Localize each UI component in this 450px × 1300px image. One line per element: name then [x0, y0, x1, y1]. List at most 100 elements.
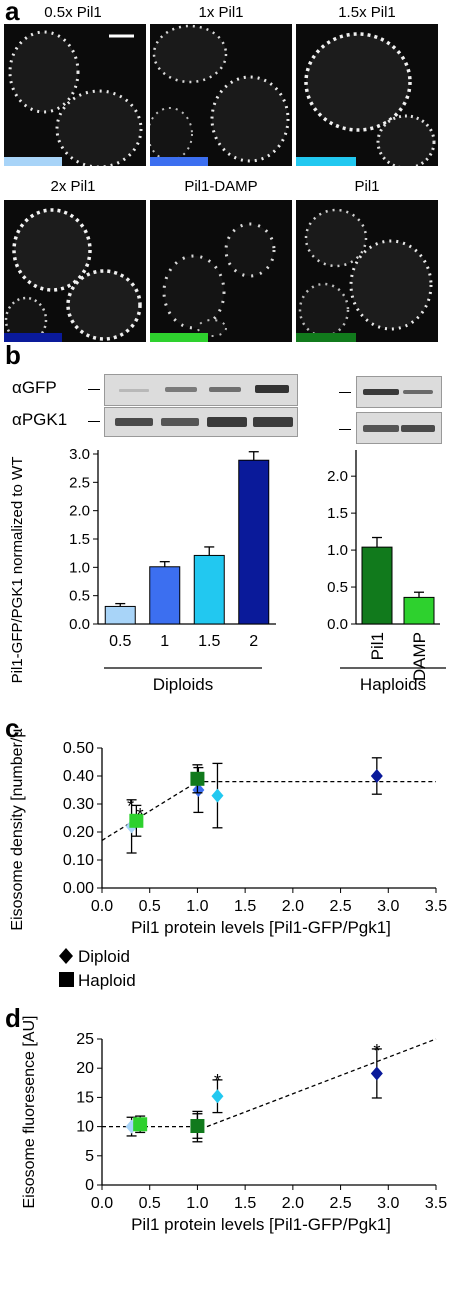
- blot-tick-pgk1-right: [339, 429, 351, 430]
- blot-label-pgk1: αPGK1: [12, 410, 68, 429]
- y-tick-label: 0.0: [327, 616, 348, 633]
- y-tick-label: 0: [85, 1177, 94, 1194]
- y-tick-label: 2.0: [69, 503, 90, 520]
- western-blot-gfp-diploid: [104, 374, 298, 406]
- y-tick-label: 0.20: [63, 824, 94, 841]
- group-label: Diploids: [153, 675, 213, 694]
- bar-1.5: [193, 554, 225, 625]
- legend-label-diploid: Diploid: [78, 947, 130, 966]
- y-tick-label: 1.0: [69, 559, 90, 576]
- significance-star: *: [137, 805, 144, 825]
- micrograph-label-2: 1.5x Pil1: [338, 4, 396, 21]
- y-tick-label: 0.00: [63, 880, 94, 897]
- x-tick-label: DAMP: [410, 632, 429, 681]
- blot-label-gfp: αGFP: [12, 378, 57, 397]
- x-tick-label: 1.5: [234, 898, 256, 915]
- group-label: Haploids: [360, 675, 426, 694]
- data-point-square: [129, 813, 144, 828]
- panel-letter-b: b: [5, 340, 21, 370]
- panel-letter-c: c: [5, 713, 20, 743]
- color-strip-1: [150, 157, 208, 166]
- y-tick-label: 0.30: [63, 796, 94, 813]
- micrograph-label-1: 1x Pil1: [198, 4, 244, 21]
- x-tick-label: 1.0: [186, 898, 208, 915]
- significance-star: *: [214, 1071, 221, 1091]
- color-strip-0: [4, 157, 62, 166]
- y-tick-label: 15: [76, 1089, 94, 1106]
- x-tick-label: 2.5: [329, 898, 351, 915]
- y-axis-label: Eisosome fluoresence [AU]: [21, 1016, 38, 1209]
- x-tick-label: 3.5: [425, 1195, 447, 1212]
- x-tick-label: 3.5: [425, 898, 447, 915]
- fit-line: [102, 1038, 437, 1128]
- legend-marker-square: [59, 972, 74, 987]
- panel-letter-d: d: [5, 1003, 21, 1033]
- x-tick-label: 0.5: [139, 898, 161, 915]
- x-axis-label: Pil1 protein levels [Pil1-GFP/Pgk1]: [131, 1215, 391, 1234]
- data-point-diamond: [192, 783, 205, 797]
- x-tick-label: 1.5: [234, 1195, 256, 1212]
- significance-star: *: [127, 797, 134, 817]
- micrograph-cells-2: [304, 32, 436, 166]
- micrograph-cells-0: [8, 30, 143, 166]
- micrograph-cells-3: [4, 208, 142, 342]
- color-strip-2: [296, 157, 356, 166]
- blot-tick-gfp-left: [88, 389, 100, 390]
- color-strip-5: [296, 333, 356, 342]
- legend-label-haploid: Haploid: [78, 971, 136, 990]
- y-tick-label: 20: [76, 1060, 94, 1077]
- micrograph-0: [4, 24, 146, 166]
- x-tick-label: Pil1: [368, 632, 387, 660]
- x-tick-label: 3.0: [377, 1195, 399, 1212]
- bar-0.5: [104, 605, 136, 625]
- x-axis-label: Pil1 protein levels [Pil1-GFP/Pgk1]: [131, 918, 391, 937]
- micrograph-label-3: 2x Pil1: [50, 178, 96, 195]
- x-tick-label: 0.0: [91, 1195, 113, 1212]
- y-tick-label: 0.10: [63, 852, 94, 869]
- color-strip-3: [4, 333, 62, 342]
- bar-1: [149, 566, 181, 625]
- western-blot-pgk1-haploid: [356, 412, 442, 444]
- y-tick-label: 10: [76, 1119, 94, 1136]
- y-tick-label: 0.40: [63, 768, 94, 785]
- data-point-square: [133, 1117, 148, 1132]
- x-tick-label: 0.5: [109, 633, 131, 650]
- micrograph-2: [296, 24, 438, 166]
- y-tick-label: 5: [85, 1148, 94, 1165]
- data-point-square: [190, 771, 205, 786]
- x-tick-label: 2: [249, 633, 258, 650]
- x-tick-label: 2.0: [282, 1195, 304, 1212]
- x-tick-label: 3.0: [377, 898, 399, 915]
- western-blot-gfp-haploid: [356, 376, 442, 408]
- micrograph-5: [296, 200, 438, 342]
- legend-marker-diamond: [59, 948, 73, 964]
- micrograph-cells-5: [298, 208, 433, 338]
- y-axis-label: Eisosome density [number/µm²]: [9, 728, 26, 931]
- micrograph-label-5: Pil1: [354, 178, 380, 195]
- blot-tick-pgk1-left: [88, 421, 100, 422]
- scatter-chart-eisosome-fluorescence: 0 5 10 15 20 25 0.0 0.5 1.0 1.5 2.0 2.5 3.0 3.5 Pil1 p…: [21, 1016, 447, 1234]
- y-tick-label: 2.5: [69, 474, 90, 491]
- y-axis-label-b: Pil1-GFP/PGK1 normalized to WT: [9, 457, 26, 684]
- fit-line: [101, 780, 436, 841]
- scatter-chart-eisosome-density: 0.00 0.10 0.20 0.30 0.40 0.50 0.0 0.5 1.0 1.5 2.0 2…: [9, 728, 447, 990]
- micrograph-cells-1: [150, 24, 290, 163]
- x-tick-label: 1.5: [198, 633, 220, 650]
- y-tick-label: 3.0: [69, 446, 90, 463]
- micrograph-3: [4, 200, 146, 342]
- panel-letter-a: a: [5, 0, 20, 26]
- micrograph-label-0: 0.5x Pil1: [44, 4, 102, 21]
- bar-2: [238, 459, 270, 625]
- y-tick-label: 2.0: [327, 468, 348, 485]
- western-blot-pgk1-diploid: [104, 407, 298, 437]
- color-strip-4: [150, 333, 208, 342]
- x-tick-label: 2.5: [329, 1195, 351, 1212]
- y-tick-label: 1.5: [69, 531, 90, 548]
- x-tick-label: 0.5: [139, 1195, 161, 1212]
- data-point-diamond: [211, 1089, 224, 1104]
- bar-chart-diploid: Pil1-GFP/PGK1 normalized to WT 0.0 0.5 1.0…: [9, 446, 276, 694]
- y-tick-label: 0.5: [327, 579, 348, 596]
- micrograph-4: [150, 200, 292, 342]
- data-point-square: [190, 1119, 205, 1134]
